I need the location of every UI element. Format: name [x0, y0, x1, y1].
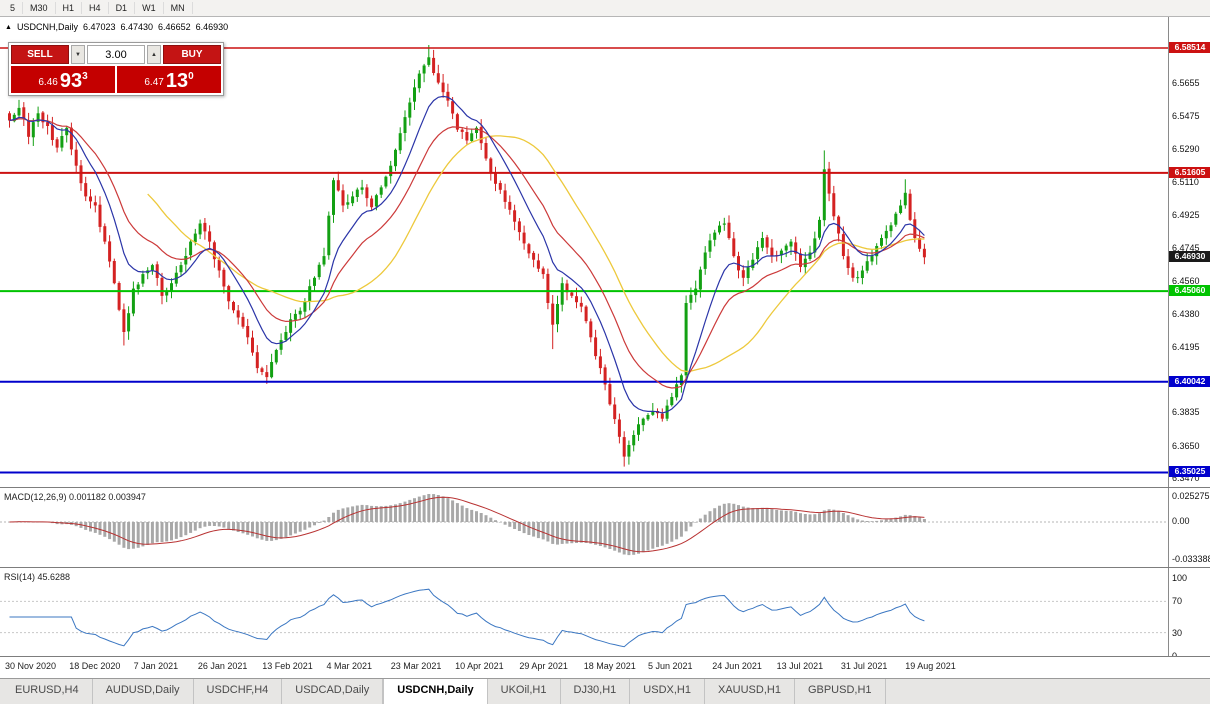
price-axis-label: 6.5110: [1172, 176, 1199, 187]
main-chart-panel: ▲ USDCNH,Daily 6.47023 6.47430 6.46652 6…: [0, 17, 1210, 487]
timeframe-toolbar: 5 M30 H1 H4 D1 W1 MN: [0, 0, 1210, 17]
time-axis-label: 5 Jun 2021: [648, 661, 693, 671]
price-axis-label: 6.3650: [1172, 440, 1200, 451]
symbol-marker-icon: ▲: [5, 23, 12, 31]
time-axis-label: 23 Mar 2021: [390, 661, 442, 671]
time-axis-label: 24 Jun 2021: [712, 661, 762, 671]
volume-input[interactable]: [87, 45, 145, 64]
price-axis-label: 6.4380: [1172, 308, 1200, 319]
chart-tab-dj30-h1[interactable]: DJ30,H1: [560, 679, 631, 704]
time-axis-label: 30 Nov 2020: [5, 661, 57, 671]
ohlc-close-value: 6.46930: [195, 22, 229, 32]
rsi-axis: 10070300: [1168, 568, 1210, 661]
chart-tab-usdx-h1[interactable]: USDX,H1: [630, 679, 705, 704]
macd-axis-label: 0.00: [1172, 516, 1190, 526]
rsi-panel: RSI(14) 45.6288 10070300: [0, 567, 1210, 661]
rsi-axis-label: 70: [1172, 596, 1183, 607]
macd-panel: MACD(12,26,9) 0.001182 0.003947 0.025275…: [0, 487, 1210, 567]
chart-tabs-bar: EURUSD,H4 AUDUSD,Daily USDCHF,H4 USDCAD,Dai…: [0, 678, 1210, 704]
chart-tab-audusd-daily[interactable]: AUDUSD,Daily: [92, 679, 194, 704]
timeframe-button-h4[interactable]: H4: [82, 2, 109, 14]
buy-price-display[interactable]: 6.47 13 0: [117, 66, 221, 93]
macd-label: MACD(12,26,9) 0.001182 0.003947: [4, 492, 146, 502]
sell-price-prefix: 6.46: [38, 77, 58, 88]
ohlc-info-line: ▲ USDCNH,Daily 6.47023 6.47430 6.46652 6…: [5, 22, 228, 32]
rsi-axis-label: 100: [1172, 573, 1188, 583]
time-axis-label: 13 Feb 2021: [262, 661, 313, 671]
price-axis-label: 6.4560: [1172, 276, 1200, 287]
buy-price-big: 13: [165, 70, 189, 92]
chart-symbol-label: USDCNH,Daily: [16, 22, 78, 32]
price-axis-label: 6.5475: [1172, 111, 1200, 122]
sell-price-sup: 3: [82, 71, 88, 82]
chart-tab-ukoil-h1[interactable]: UKOil,H1: [487, 679, 561, 704]
current-price-badge: 6.46930: [1169, 251, 1210, 263]
macd-chart: [0, 494, 1168, 556]
chart-tab-gbpusd-h1[interactable]: GBPUSD,H1: [794, 679, 886, 704]
candlestick-chart[interactable]: [0, 17, 1168, 487]
timeframe-button-w1[interactable]: W1: [135, 2, 164, 14]
volume-decrease-button[interactable]: ▼: [71, 45, 85, 64]
sell-price-display[interactable]: 6.46 93 3: [11, 66, 115, 93]
price-level-badge: 6.40042: [1169, 375, 1210, 387]
time-axis-label: 10 Apr 2021: [455, 661, 504, 671]
time-axis-label: 18 Dec 2020: [69, 661, 121, 671]
time-axis-label: 31 Jul 2021: [840, 661, 888, 671]
price-axis-label: 6.3835: [1172, 407, 1200, 418]
macd-axis-label: -0.033388: [1172, 554, 1210, 564]
price-axis-label: 6.4925: [1172, 210, 1200, 221]
price-level-badge: 6.35025: [1169, 466, 1210, 478]
timeframe-button-d1[interactable]: D1: [109, 2, 136, 14]
rsi-label: RSI(14) 45.6288: [4, 572, 71, 582]
ohlc-high-value: 6.47430: [120, 22, 154, 32]
price-level-badge: 6.45060: [1169, 285, 1210, 297]
price-level-badge: 6.58514: [1169, 42, 1210, 53]
chart-tab-usdcnh-daily[interactable]: USDCNH,Daily: [383, 679, 488, 704]
price-axis-label: 6.4745: [1172, 242, 1200, 253]
timeframe-button-h1[interactable]: H1: [56, 2, 83, 14]
buy-price-sup: 0: [188, 71, 194, 82]
time-axis-label: 29 Apr 2021: [519, 661, 568, 671]
price-axis-label: 6.4195: [1172, 342, 1200, 353]
buy-price-prefix: 6.47: [144, 77, 164, 88]
time-axis-label: 13 Jul 2021: [776, 661, 824, 671]
time-axis-label: 26 Jan 2021: [197, 661, 248, 671]
timeframe-button-mn[interactable]: MN: [164, 2, 193, 14]
chart-tab-eurusd-h4[interactable]: EURUSD,H4: [2, 679, 93, 704]
sell-button[interactable]: SELL: [11, 45, 69, 64]
time-axis: 30 Nov 2020 18 Dec 2020 7 Jan 2021 26 Jan 2…: [0, 656, 1210, 678]
rsi-axis-label: 30: [1172, 627, 1183, 638]
macd-axis: 0.025275 0.00 -0.033388: [1168, 488, 1210, 567]
volume-increase-button[interactable]: ▲: [147, 45, 161, 64]
chart-tab-usdchf-h4[interactable]: USDCHF,H4: [193, 679, 283, 704]
buy-button[interactable]: BUY: [163, 45, 221, 64]
time-axis-label: 18 May 2021: [583, 661, 636, 671]
timeframe-button-m30[interactable]: M30: [23, 2, 56, 14]
trade-controls-row: SELL ▼ ▲ BUY: [11, 45, 221, 64]
price-axis-label: 6.5290: [1172, 144, 1200, 155]
ohlc-low-value: 6.46652: [158, 22, 191, 32]
rsi-chart: [0, 588, 1168, 648]
price-axis-label: 6.3470: [1172, 473, 1200, 484]
chart-tab-usdcad-daily[interactable]: USDCAD,Daily: [282, 679, 384, 704]
sell-price-big: 93: [59, 70, 83, 92]
ohlc-open-value: 6.47023: [82, 22, 116, 32]
price-level-badge: 6.51605: [1169, 166, 1210, 178]
timeframe-button-5[interactable]: 5: [3, 2, 24, 14]
macd-axis-label: 0.025275: [1172, 491, 1210, 501]
time-axis-label: 7 Jan 2021: [133, 661, 179, 671]
trade-prices-row: 6.46 93 3 6.47 13 0: [11, 66, 221, 93]
price-axis: 6.5655 6.5475 6.5290 6.5110 6.4925 6.4745 6.45…: [1168, 17, 1210, 487]
time-axis-label: 19 Aug 2021: [905, 661, 956, 671]
time-axis-label: 4 Mar 2021: [326, 661, 373, 671]
price-axis-label: 6.5655: [1172, 78, 1200, 89]
chart-tab-xauusd-h1[interactable]: XAUUSD,H1: [704, 679, 795, 704]
